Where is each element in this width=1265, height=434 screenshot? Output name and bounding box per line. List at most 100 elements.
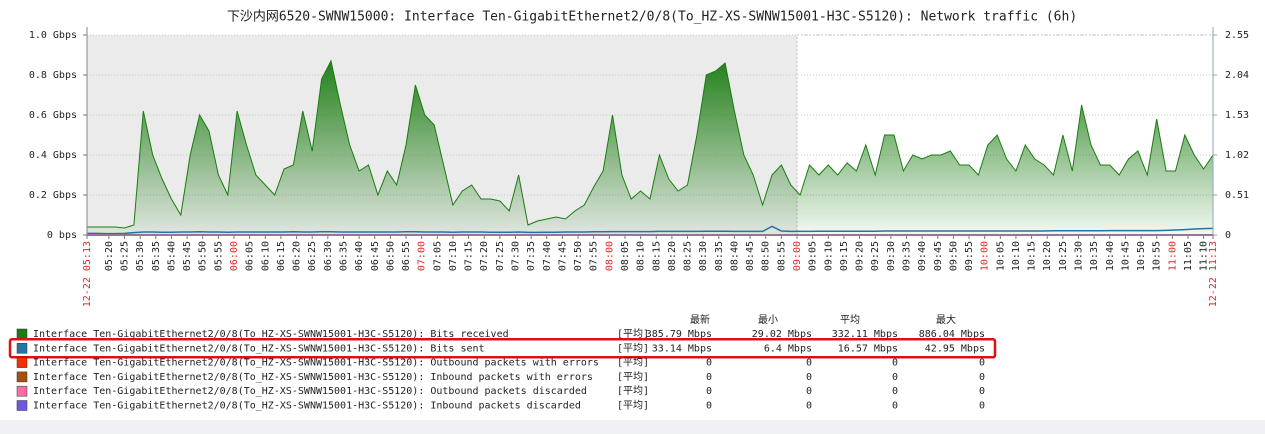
- x-tick-label: 07:35: [526, 241, 537, 271]
- x-tick-label: 07:00: [417, 241, 428, 271]
- x-tick-label: 09:10: [823, 241, 834, 271]
- legend-stat: 0: [892, 372, 898, 383]
- y-tick-label: 1.0 Gbps: [29, 30, 77, 41]
- legend-stat: 0: [706, 401, 712, 412]
- x-tick-label: 08:50: [761, 241, 772, 271]
- series-line: [87, 59, 1214, 229]
- x-tick-label: 09:00: [792, 241, 803, 271]
- x-tick-label: 09:05: [808, 241, 819, 271]
- y2-tick-label: 0: [1225, 230, 1231, 241]
- legend-label: Interface Ten-GigabitEthernet2/0/8(To_HZ…: [33, 358, 599, 369]
- legend-stat: 0: [806, 401, 812, 412]
- legend-stat: 0: [979, 386, 985, 397]
- y2-tick-label: 1.02: [1225, 150, 1249, 161]
- x-tick-label: 11:05: [1183, 241, 1194, 271]
- legend-stat: 0: [706, 386, 712, 397]
- legend-column-header: 最大: [936, 313, 956, 326]
- x-tick-label: 08:45: [745, 241, 756, 271]
- legend-label: Interface Ten-GigabitEthernet2/0/8(To_HZ…: [33, 343, 485, 354]
- x-tick-label: 07:40: [542, 241, 553, 271]
- legend-stat: 29.02 Mbps: [752, 329, 812, 340]
- x-tick-label: 07:45: [557, 241, 568, 271]
- legend-stat: 33.14 Mbps: [652, 343, 712, 354]
- legend-stat: 0: [806, 372, 812, 383]
- x-tick-label: 09:20: [855, 241, 866, 271]
- legend-stat: 42.95 Mbps: [925, 343, 985, 354]
- x-tick-label: 10:55: [1152, 241, 1163, 271]
- y2-tick-label: 0.51: [1225, 190, 1249, 201]
- x-tick-label: 07:25: [495, 241, 506, 271]
- x-tick-label: 07:10: [448, 241, 459, 271]
- legend-stat: 0: [892, 358, 898, 369]
- x-tick-label: 07:55: [589, 241, 600, 271]
- x-tick-label: 09:45: [933, 241, 944, 271]
- y-tick-label: 0.8 Gbps: [29, 70, 77, 81]
- legend-column-header: 平均: [840, 314, 860, 326]
- x-tick-label: 10:15: [1027, 241, 1038, 271]
- legend-stat: 0: [979, 401, 985, 412]
- x-tick-label: 08:35: [714, 241, 725, 271]
- x-tick-label: 05:35: [151, 241, 162, 271]
- x-tick-label: 06:15: [276, 241, 287, 271]
- x-tick-label: 05:50: [198, 241, 209, 271]
- x-tick-label: 09:25: [870, 241, 881, 271]
- chart-title: 下沙内网6520-SWNW15000: Interface Ten-Gigabi…: [227, 9, 1077, 25]
- legend-label: Interface Ten-GigabitEthernet2/0/8(To_HZ…: [33, 372, 593, 383]
- x-tick-label: 08:00: [604, 241, 615, 271]
- x-tick-label: 08:40: [729, 241, 740, 271]
- legend-swatch: [16, 343, 28, 354]
- x-tick-label: 06:05: [245, 241, 256, 271]
- x-tick-label: 07:20: [479, 241, 490, 271]
- legend-stat: 16.57 Mbps: [838, 343, 898, 354]
- x-tick-label: 05:30: [135, 241, 146, 271]
- x-tick-label: 06:10: [260, 241, 271, 271]
- x-tick-label: 09:55: [964, 241, 975, 271]
- x-tick-label: 08:25: [683, 241, 694, 271]
- legend-stat: 0: [892, 401, 898, 412]
- legend-stat: 0: [979, 358, 985, 369]
- x-tick-label: 09:40: [917, 241, 928, 271]
- x-tick-label: 06:40: [354, 241, 365, 271]
- x-tick-label: 06:45: [370, 241, 381, 271]
- legend-label: Interface Ten-GigabitEthernet2/0/8(To_HZ…: [33, 329, 509, 340]
- x-tick-label: 10:10: [1011, 241, 1022, 271]
- x-tick-label: 05:40: [166, 241, 177, 271]
- x-tick-label: 10:20: [1042, 241, 1053, 271]
- x-tick-label: 10:40: [1105, 241, 1116, 271]
- legend-swatch: [16, 328, 28, 340]
- x-tick-label: 06:30: [323, 241, 334, 271]
- x-tick-label: 06:25: [307, 241, 318, 271]
- y2-tick-label: 2.04: [1225, 70, 1249, 81]
- x-tick-label: 11:10: [1199, 241, 1210, 271]
- series-line: [87, 225, 1214, 235]
- x-tick-label: 09:15: [839, 241, 850, 271]
- x-tick-label: 09:50: [948, 241, 959, 271]
- x-tick-label: 05:45: [182, 241, 193, 271]
- y-tick-label: 0 bps: [47, 230, 77, 241]
- highlight-box: [8, 338, 997, 359]
- legend-swatch: [16, 385, 28, 397]
- legend-column-header: 最新: [690, 313, 710, 326]
- x-tick-label: 08:55: [776, 241, 787, 271]
- x-tick-label: 09:35: [901, 241, 912, 271]
- y-tick-label: 0.4 Gbps: [29, 150, 77, 161]
- x-tick-label: 10:25: [1058, 241, 1069, 271]
- x-tick-label: 08:10: [636, 241, 647, 271]
- legend-label: Interface Ten-GigabitEthernet2/0/8(To_HZ…: [33, 386, 587, 397]
- legend-stat: 0: [706, 358, 712, 369]
- x-tick-label: 07:50: [573, 241, 584, 271]
- y-tick-label: 0.2 Gbps: [29, 190, 77, 201]
- x-tick-label: 05:25: [120, 241, 131, 271]
- x-tick-label: 06:00: [229, 241, 240, 271]
- legend-function: [平均]: [617, 328, 649, 340]
- legend-stat: 0: [706, 372, 712, 383]
- x-tick-label: 07:15: [464, 241, 475, 271]
- legend-function: [平均]: [617, 400, 649, 412]
- x-tick-label: 10:30: [1074, 241, 1085, 271]
- x-tick-label: 05:55: [213, 241, 224, 271]
- y2-tick-label: 1.53: [1225, 110, 1249, 121]
- legend-function: [平均]: [617, 371, 649, 383]
- x-tick-label: 11:00: [1167, 241, 1178, 271]
- legend-swatch: [16, 371, 28, 383]
